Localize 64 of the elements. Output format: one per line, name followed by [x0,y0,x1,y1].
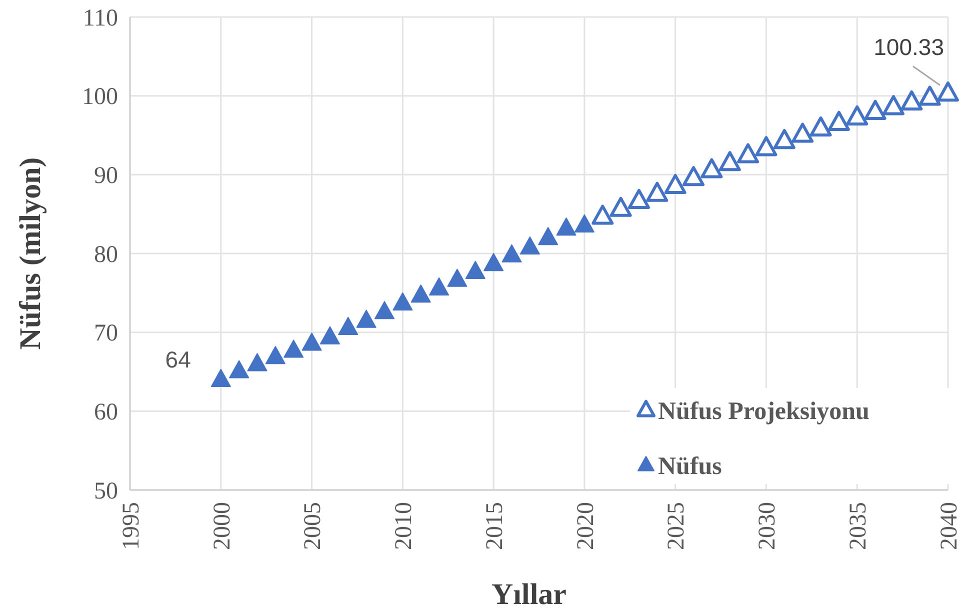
x-tick-label: 2000 [209,502,236,550]
x-tick-label: 2025 [664,502,690,550]
x-tick-label: 2030 [754,502,781,550]
point [484,252,504,272]
point [718,151,741,172]
x-tick-label: 2005 [300,502,326,550]
point [628,188,650,210]
point [810,116,832,136]
point [320,326,340,344]
y-axis-title: Nüfus (milyon) [14,157,47,350]
point [247,353,268,372]
point [882,95,904,116]
x-axis-title: Yıllar [492,578,566,611]
y-tick-label: 60 [94,400,118,426]
point [682,166,705,186]
point [773,129,796,150]
point [392,292,413,311]
point [374,301,394,320]
y-tick-label: 110 [82,5,118,32]
legend-label: Nüfus [658,452,722,480]
x-tick-label: 1995 [118,502,144,550]
point [900,90,923,110]
point [846,105,868,126]
point [265,346,286,364]
y-tick-label: 50 [94,478,118,504]
point [574,214,594,232]
point [447,268,468,287]
point [302,332,322,351]
point [646,182,668,202]
legend-label: Nüfus Projeksiyonu [658,398,870,425]
x-tick-label: 2040 [936,502,962,550]
x-tick-label: 2015 [482,502,508,550]
point [737,143,760,164]
point [592,204,614,225]
point [465,260,486,279]
point [356,310,376,328]
point [864,100,886,120]
point [700,158,723,178]
point [755,136,778,156]
x-tick-label: 2020 [572,502,599,550]
x-tick-label: 2035 [846,502,872,550]
point [229,360,250,378]
point [410,284,431,303]
y-tick-label: 100 [82,84,118,110]
data-label: 100.33 [874,34,944,60]
point [610,196,632,217]
point [556,218,576,236]
data-label: 64 [165,346,192,373]
y-tick-label: 90 [94,163,118,190]
point [338,316,358,335]
point [538,226,558,246]
point [520,236,540,255]
point [664,174,686,194]
point [792,122,814,143]
point [828,110,850,131]
y-tick-label: 70 [94,320,118,347]
x-tick-label: 2010 [391,502,418,550]
point [210,368,231,387]
point [937,81,959,102]
point [918,86,941,106]
point [429,277,450,296]
y-tick-label: 80 [94,242,118,268]
point [284,340,304,358]
point [502,244,522,262]
